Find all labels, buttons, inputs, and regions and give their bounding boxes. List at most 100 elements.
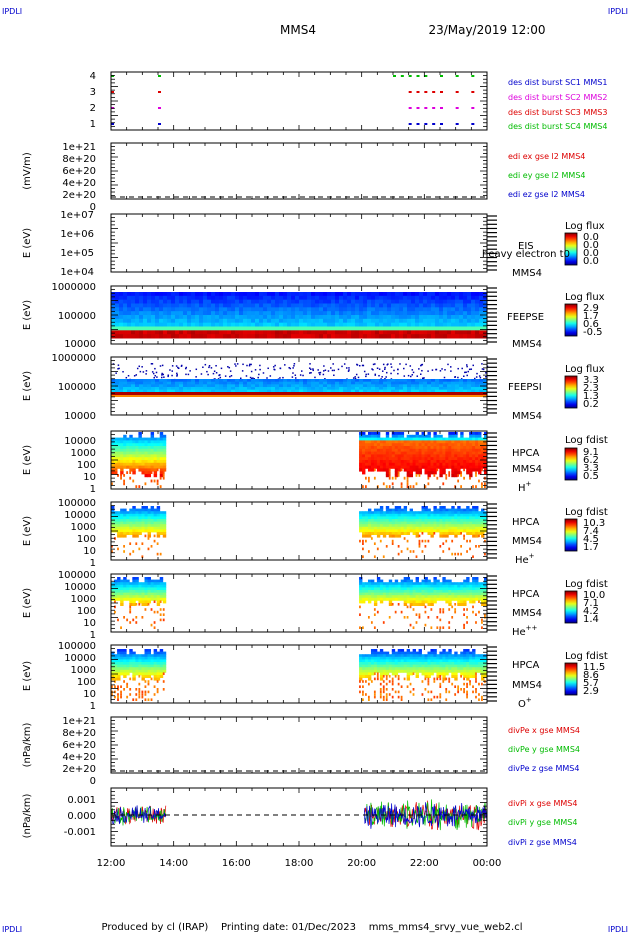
hpca-h-cell bbox=[388, 446, 393, 450]
feepse-cell bbox=[335, 326, 340, 331]
hpca-h-cell bbox=[454, 437, 458, 441]
hpca-o-cell bbox=[385, 656, 390, 660]
feepsi-cell bbox=[123, 379, 128, 383]
hpca-hepp-speck bbox=[126, 618, 129, 622]
feepsi-cell bbox=[339, 389, 344, 393]
hpca-he-cell bbox=[430, 532, 434, 535]
feepse-cell bbox=[159, 299, 164, 304]
hpca-hepp-cell bbox=[481, 584, 485, 588]
hpca-h-speck bbox=[123, 482, 126, 486]
feepsi-cell bbox=[159, 381, 164, 385]
hpca-h-cell bbox=[400, 451, 405, 455]
hpca-h-cell bbox=[484, 457, 488, 461]
hpca-o-cell bbox=[120, 659, 124, 663]
hpca-hepp-cell bbox=[406, 579, 411, 583]
hpca-h-cell bbox=[442, 460, 446, 464]
hpca-he-cell bbox=[421, 521, 425, 525]
hpca-o-cell bbox=[400, 659, 405, 663]
hpca-o-speck bbox=[457, 688, 460, 691]
feepse-cell bbox=[147, 315, 152, 320]
feepse-cell bbox=[199, 322, 204, 327]
hpca-he-cell bbox=[421, 516, 425, 520]
hpca-hepp-cell bbox=[481, 595, 485, 599]
feepsi-cell bbox=[275, 379, 280, 383]
hpca-hepp-cell bbox=[475, 582, 479, 586]
hpca-o-cell bbox=[439, 669, 443, 673]
feepsi-speckle bbox=[272, 366, 275, 368]
feepsi-speckle bbox=[241, 370, 244, 372]
feepsi-cell bbox=[215, 389, 220, 393]
hpca-he-cell bbox=[120, 524, 124, 528]
hpca-o-cell bbox=[409, 654, 414, 658]
hpca-he-cell bbox=[135, 513, 139, 517]
hpca-hepp-cell bbox=[162, 595, 167, 599]
hpca-h-cell bbox=[478, 465, 482, 469]
hpca-hepp-cell bbox=[394, 595, 399, 599]
hpca-he-cell bbox=[442, 526, 446, 530]
hpca-he-cell bbox=[138, 516, 142, 520]
hpca-h-speck bbox=[388, 474, 391, 477]
hpca-he-cell bbox=[460, 516, 464, 520]
hpca-hepp-cell bbox=[391, 592, 396, 596]
hpca-h-cell bbox=[144, 443, 148, 447]
feepse-cell bbox=[427, 292, 432, 297]
hpca-o-cell bbox=[365, 672, 369, 676]
hpca-o-cell bbox=[466, 662, 470, 665]
feepse-cell bbox=[311, 307, 316, 312]
feepsi-cell bbox=[403, 381, 408, 385]
hpca-he-cell bbox=[469, 526, 473, 530]
hpca-he-cell bbox=[156, 529, 161, 533]
hpca-o-cell bbox=[454, 656, 458, 660]
feepse-cell bbox=[311, 334, 316, 339]
hpca-he-speck bbox=[123, 545, 126, 548]
hpca-he-speck bbox=[406, 539, 409, 543]
feepse-cell bbox=[411, 326, 416, 331]
hpca-o-cell bbox=[379, 656, 384, 660]
hpca-hepp-cell bbox=[132, 590, 136, 593]
hpca-hepp-speck bbox=[475, 621, 477, 624]
feepse-cell bbox=[131, 326, 136, 331]
feepse-cell bbox=[407, 334, 412, 339]
hpca-hepp-speck bbox=[159, 608, 162, 611]
feepse-cell bbox=[259, 315, 264, 320]
hpca-hepp-cell bbox=[132, 592, 136, 596]
feepse-cell bbox=[299, 311, 304, 316]
feepse-cell bbox=[459, 303, 464, 308]
hpca_he-colorbar-tick: 1.7 bbox=[583, 542, 599, 553]
feepse-cell bbox=[479, 334, 484, 339]
feepse-cell bbox=[435, 322, 440, 327]
hpca-hepp-cell bbox=[359, 592, 363, 596]
hpca-hepp-cell bbox=[409, 597, 414, 601]
feepsi-cell bbox=[467, 381, 472, 385]
hpca-hepp-speck bbox=[451, 616, 454, 619]
hpca-o-speck bbox=[379, 693, 382, 696]
hpca-he-speck bbox=[478, 545, 480, 548]
feepsi-cell bbox=[455, 387, 460, 391]
feepse-cell bbox=[419, 318, 424, 324]
burst-marker-sc3 bbox=[416, 91, 420, 93]
hpca-he-speck bbox=[397, 552, 400, 556]
hpca-he-cell bbox=[400, 521, 405, 525]
feepsi-cell bbox=[459, 379, 464, 383]
hpca-he-speck bbox=[403, 537, 406, 540]
hpca-h-cell bbox=[472, 454, 476, 458]
feepse-cell bbox=[407, 299, 412, 304]
feepsi-speckle bbox=[135, 374, 138, 376]
hpca-he-cell bbox=[475, 513, 479, 517]
feepse-cell bbox=[343, 295, 348, 301]
feepse-cell bbox=[279, 334, 284, 339]
feepse-cell bbox=[179, 330, 184, 335]
feepse-cell bbox=[327, 330, 332, 335]
hpca-hepp-speck bbox=[394, 610, 397, 614]
feepsi-cell bbox=[159, 379, 164, 383]
feepse-cell bbox=[363, 318, 368, 324]
hpca-h-cell bbox=[418, 443, 422, 447]
hpca-o-speck bbox=[382, 698, 385, 701]
hpca-h-cell bbox=[457, 440, 461, 444]
hpca-hepp-cell bbox=[403, 590, 408, 593]
hpca-he-cell bbox=[147, 513, 152, 517]
feepsi-cell bbox=[407, 384, 412, 388]
hpca-he-cell bbox=[475, 516, 479, 520]
hpca-o-cell bbox=[111, 677, 115, 681]
feepsi-cell bbox=[307, 381, 312, 385]
